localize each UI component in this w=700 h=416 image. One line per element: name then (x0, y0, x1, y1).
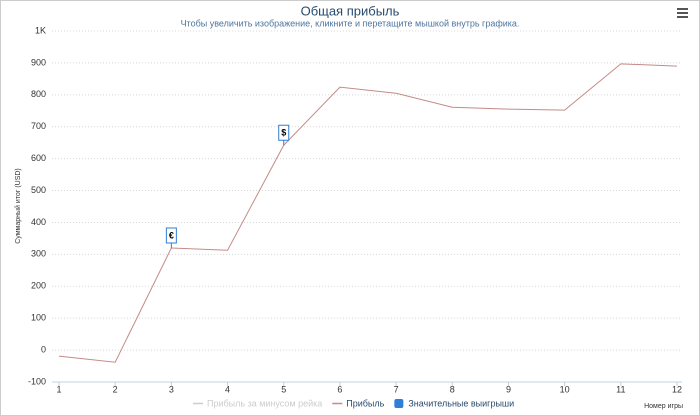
x-tick-label: 10 (560, 384, 570, 394)
x-tick-label: 7 (394, 384, 399, 394)
x-tick-label: 5 (281, 384, 286, 394)
y-tick-label: 600 (31, 153, 46, 163)
menu-bar (677, 12, 688, 14)
y-tick-label: 800 (31, 89, 46, 99)
x-axis-title: Номер игры (644, 403, 683, 410)
x-tick-label: 1 (56, 384, 61, 394)
legend-label: Прибыль за минусом рейка (207, 398, 322, 408)
menu-bar (677, 8, 688, 10)
y-tick-label: 500 (31, 185, 46, 195)
y-tick-label: 700 (31, 121, 46, 131)
y-tick-label: -100 (28, 376, 46, 386)
flag-box (278, 124, 290, 141)
x-tick-label: 3 (169, 384, 174, 394)
series-line (58, 63, 678, 363)
legend-item[interactable]: Значительные выигрыши (394, 398, 514, 408)
flag: € (165, 227, 177, 248)
y-tick-label: 300 (31, 249, 46, 259)
legend-label: Значительные выигрыши (408, 398, 514, 408)
legend-symbol (394, 399, 404, 408)
legend-item[interactable]: Прибыль за минусом рейка (193, 398, 322, 408)
x-tick-label: 2 (113, 384, 118, 394)
y-tick-label: 900 (31, 57, 46, 67)
flag: $ (278, 124, 290, 146)
chart-title: Общая прибыль (301, 3, 400, 18)
legend-item[interactable]: Прибыль (332, 398, 385, 408)
x-tick-label: 9 (506, 384, 511, 394)
y-axis-title: Суммарный итог (USD) (14, 168, 22, 244)
x-tick-label: 4 (225, 384, 230, 394)
flag-label: € (169, 230, 174, 240)
x-tick-label: 11 (616, 384, 625, 394)
y-tick-label: 200 (31, 281, 46, 291)
x-tick-label: 6 (337, 384, 342, 394)
y-tick-label: 1K (35, 25, 46, 35)
y-tick-label: 100 (31, 313, 46, 323)
y-tick-label: 0 (41, 344, 46, 354)
flag-label: $ (281, 128, 286, 138)
x-tick-label: 8 (450, 384, 455, 394)
menu-bar (677, 16, 688, 18)
x-tick-label: 12 (672, 384, 682, 394)
menu-button[interactable] (677, 8, 688, 18)
flag-box (165, 227, 177, 244)
chart-subtitle: Чтобы увеличить изображение, кликните и … (181, 18, 520, 28)
y-tick-label: 400 (31, 217, 46, 227)
legend-label: Прибыль (346, 398, 384, 408)
